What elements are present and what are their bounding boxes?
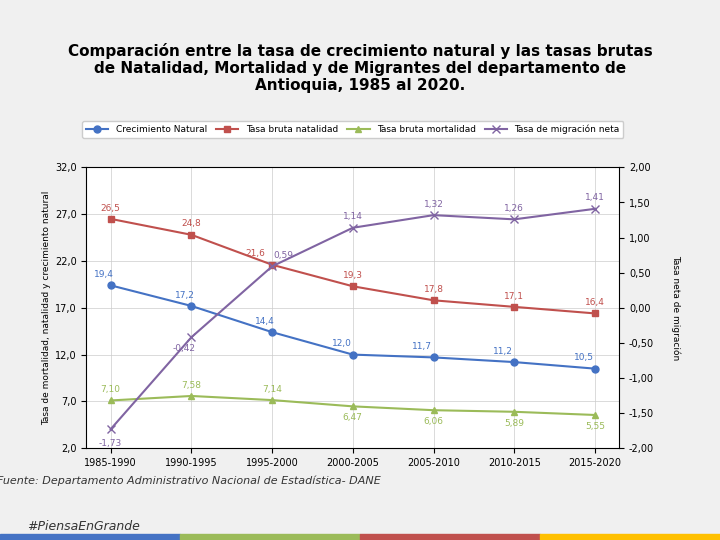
Crecimiento Natural [268, 329, 276, 335]
Tasa bruta mortalidad [348, 403, 357, 410]
Text: 7,10: 7,10 [101, 385, 121, 394]
Text: Comparación entre la tasa de crecimiento natural y las tasas brutas
de Natalidad: Comparación entre la tasa de crecimiento… [68, 43, 652, 93]
Crecimiento Natural [510, 359, 518, 366]
Text: -1,73: -1,73 [99, 439, 122, 448]
Tasa de migración neta [510, 216, 518, 222]
Bar [360, 534, 540, 540]
Text: 17,1: 17,1 [504, 292, 524, 301]
Text: 17,8: 17,8 [423, 285, 444, 294]
Text: 1,14: 1,14 [343, 212, 363, 221]
Tasa bruta mortalidad [429, 407, 438, 414]
Text: 14,4: 14,4 [256, 317, 275, 326]
Bar [540, 534, 720, 540]
Tasa bruta natalidad [590, 310, 599, 316]
Crecimiento Natural [348, 352, 357, 358]
Text: 11,2: 11,2 [493, 347, 513, 356]
Crecimiento Natural [429, 354, 438, 361]
Text: 10,5: 10,5 [574, 353, 594, 362]
Bar [0, 534, 180, 540]
Tasa bruta natalidad [510, 303, 518, 310]
Tasa de migración neta [187, 334, 196, 341]
Tasa de migración neta [348, 225, 357, 231]
Bar [180, 534, 360, 540]
Tasa bruta mortalidad [510, 409, 518, 415]
Y-axis label: Tasa de mortalidad, natalidad y crecimiento natural: Tasa de mortalidad, natalidad y crecimie… [42, 191, 51, 425]
Text: 5,89: 5,89 [504, 418, 524, 428]
Text: 6,47: 6,47 [343, 413, 363, 422]
Y-axis label: Tasa neta de migración: Tasa neta de migración [671, 255, 680, 360]
Text: 11,7: 11,7 [413, 342, 433, 351]
Tasa bruta natalidad [429, 297, 438, 303]
Text: 1,32: 1,32 [423, 200, 444, 209]
Text: 17,2: 17,2 [174, 291, 194, 300]
Text: 0,59: 0,59 [273, 251, 293, 260]
Tasa bruta natalidad [107, 215, 115, 222]
Tasa de migración neta [268, 263, 276, 269]
Crecimiento Natural [187, 303, 196, 309]
Tasa bruta natalidad [268, 261, 276, 268]
Tasa de migración neta [590, 206, 599, 212]
Text: #PiensaEnGrande: #PiensaEnGrande [27, 519, 140, 533]
Legend: Crecimiento Natural, Tasa bruta natalidad, Tasa bruta mortalidad, Tasa de migrac: Crecimiento Natural, Tasa bruta natalida… [82, 122, 624, 138]
Crecimiento Natural [590, 366, 599, 372]
Text: 5,55: 5,55 [585, 422, 605, 431]
Tasa de migración neta [107, 426, 115, 433]
Text: 6,06: 6,06 [423, 417, 444, 426]
Text: -0,42: -0,42 [173, 344, 196, 353]
Text: 21,6: 21,6 [246, 249, 266, 259]
Text: 7,14: 7,14 [262, 385, 282, 394]
Tasa bruta mortalidad [590, 411, 599, 418]
Text: 1,26: 1,26 [504, 204, 524, 213]
Line: Tasa bruta mortalidad: Tasa bruta mortalidad [107, 393, 598, 418]
Text: 19,3: 19,3 [343, 271, 363, 280]
Text: 7,58: 7,58 [181, 381, 202, 390]
Tasa bruta mortalidad [268, 397, 276, 403]
Crecimiento Natural [107, 282, 115, 288]
Tasa bruta mortalidad [187, 393, 196, 399]
Line: Tasa bruta natalidad: Tasa bruta natalidad [107, 215, 598, 317]
Text: 24,8: 24,8 [181, 219, 201, 228]
Tasa bruta natalidad [187, 232, 196, 238]
Text: Fuente: Departamento Administrativo Nacional de Estadística- DANE: Fuente: Departamento Administrativo Naci… [0, 475, 381, 485]
Text: 19,4: 19,4 [94, 270, 114, 279]
Text: 26,5: 26,5 [101, 204, 120, 213]
Tasa de migración neta [429, 212, 438, 218]
Line: Tasa de migración neta: Tasa de migración neta [107, 205, 599, 434]
Tasa bruta mortalidad [107, 397, 115, 404]
Line: Crecimiento Natural: Crecimiento Natural [107, 282, 598, 372]
Text: 12,0: 12,0 [332, 339, 351, 348]
Tasa bruta natalidad [348, 283, 357, 289]
Text: 16,4: 16,4 [585, 298, 605, 307]
Text: 1,41: 1,41 [585, 193, 605, 202]
